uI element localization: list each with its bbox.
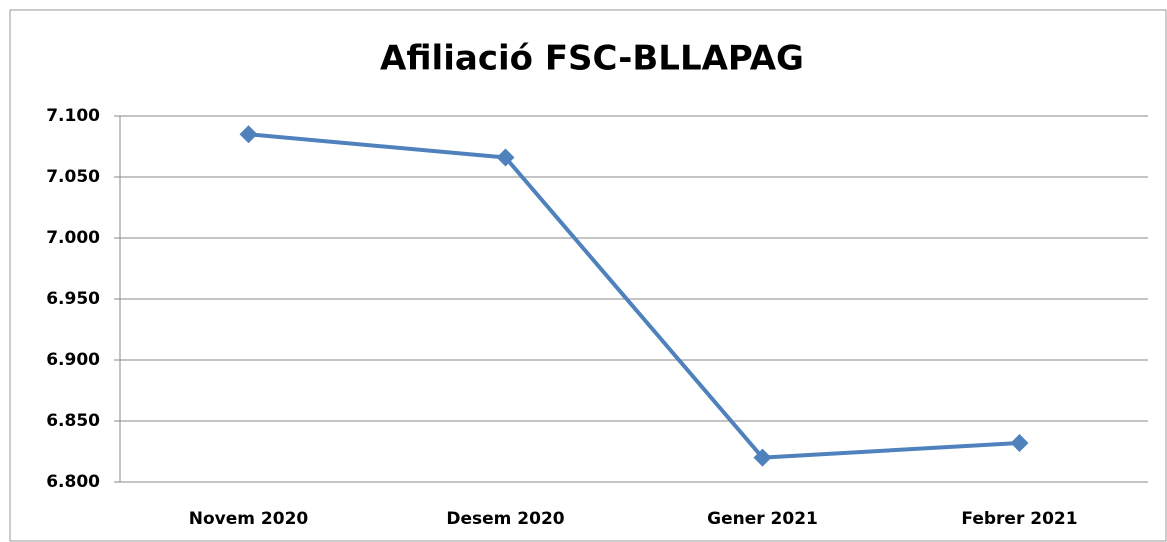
y-tick-label: 6.800 [46,472,100,492]
y-tick-label: 7.000 [46,228,100,248]
y-tick-label: 6.950 [46,289,100,309]
data-marker [239,125,258,144]
y-tick-label: 7.050 [46,167,100,187]
chart-frame [9,9,1167,542]
data-marker [1010,433,1029,452]
x-tick-label: Febrer 2021 [961,509,1077,529]
chart-title: Afiliació FSC-BLLAPAG [380,39,804,79]
data-marker [496,148,515,167]
data-marker [753,448,772,467]
y-tick-label: 7.100 [46,106,100,126]
x-tick-label: Desem 2020 [446,509,564,529]
x-tick-label: Gener 2021 [707,509,818,529]
data-line [248,132,1020,460]
y-tick-label: 6.900 [46,350,100,370]
y-tick-label: 6.850 [46,411,100,431]
x-tick-label: Novem 2020 [189,509,309,529]
